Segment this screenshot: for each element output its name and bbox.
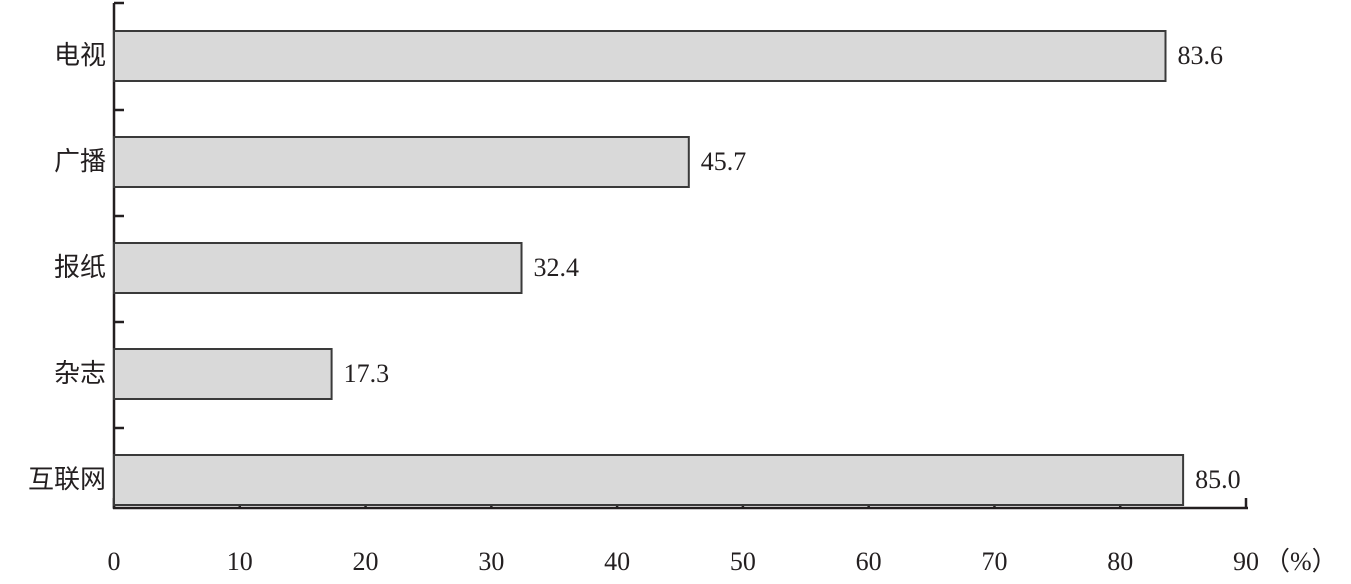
x-tick-label: 10 (227, 547, 253, 576)
value-label: 45.7 (701, 147, 747, 176)
y-tick-label: 杂志 (54, 359, 106, 388)
y-tick-label: 电视 (54, 41, 106, 70)
x-axis-label: （%） (1264, 547, 1338, 576)
y-tick-label: 广播 (54, 147, 106, 176)
value-label: 83.6 (1178, 41, 1224, 70)
x-tick-label: 0 (108, 547, 121, 576)
x-tick-label: 50 (730, 547, 756, 576)
bar (113, 242, 523, 294)
value-label: 17.3 (344, 359, 390, 388)
x-tick-label: 90 (1233, 547, 1259, 576)
x-tick-label: 60 (856, 547, 882, 576)
value-label: 85.0 (1195, 465, 1241, 494)
x-tick-label: 20 (353, 547, 379, 576)
bar (113, 136, 690, 188)
value-label: 32.4 (534, 253, 580, 282)
y-tick-label: 互联网 (28, 465, 106, 494)
y-tick-label: 报纸 (54, 253, 106, 282)
bar (113, 348, 333, 400)
x-tick-label: 40 (604, 547, 630, 576)
x-tick-label: 30 (478, 547, 504, 576)
bar (113, 30, 1167, 82)
x-tick-label: 80 (1107, 547, 1133, 576)
bar (113, 454, 1185, 506)
x-tick-label: 70 (981, 547, 1007, 576)
